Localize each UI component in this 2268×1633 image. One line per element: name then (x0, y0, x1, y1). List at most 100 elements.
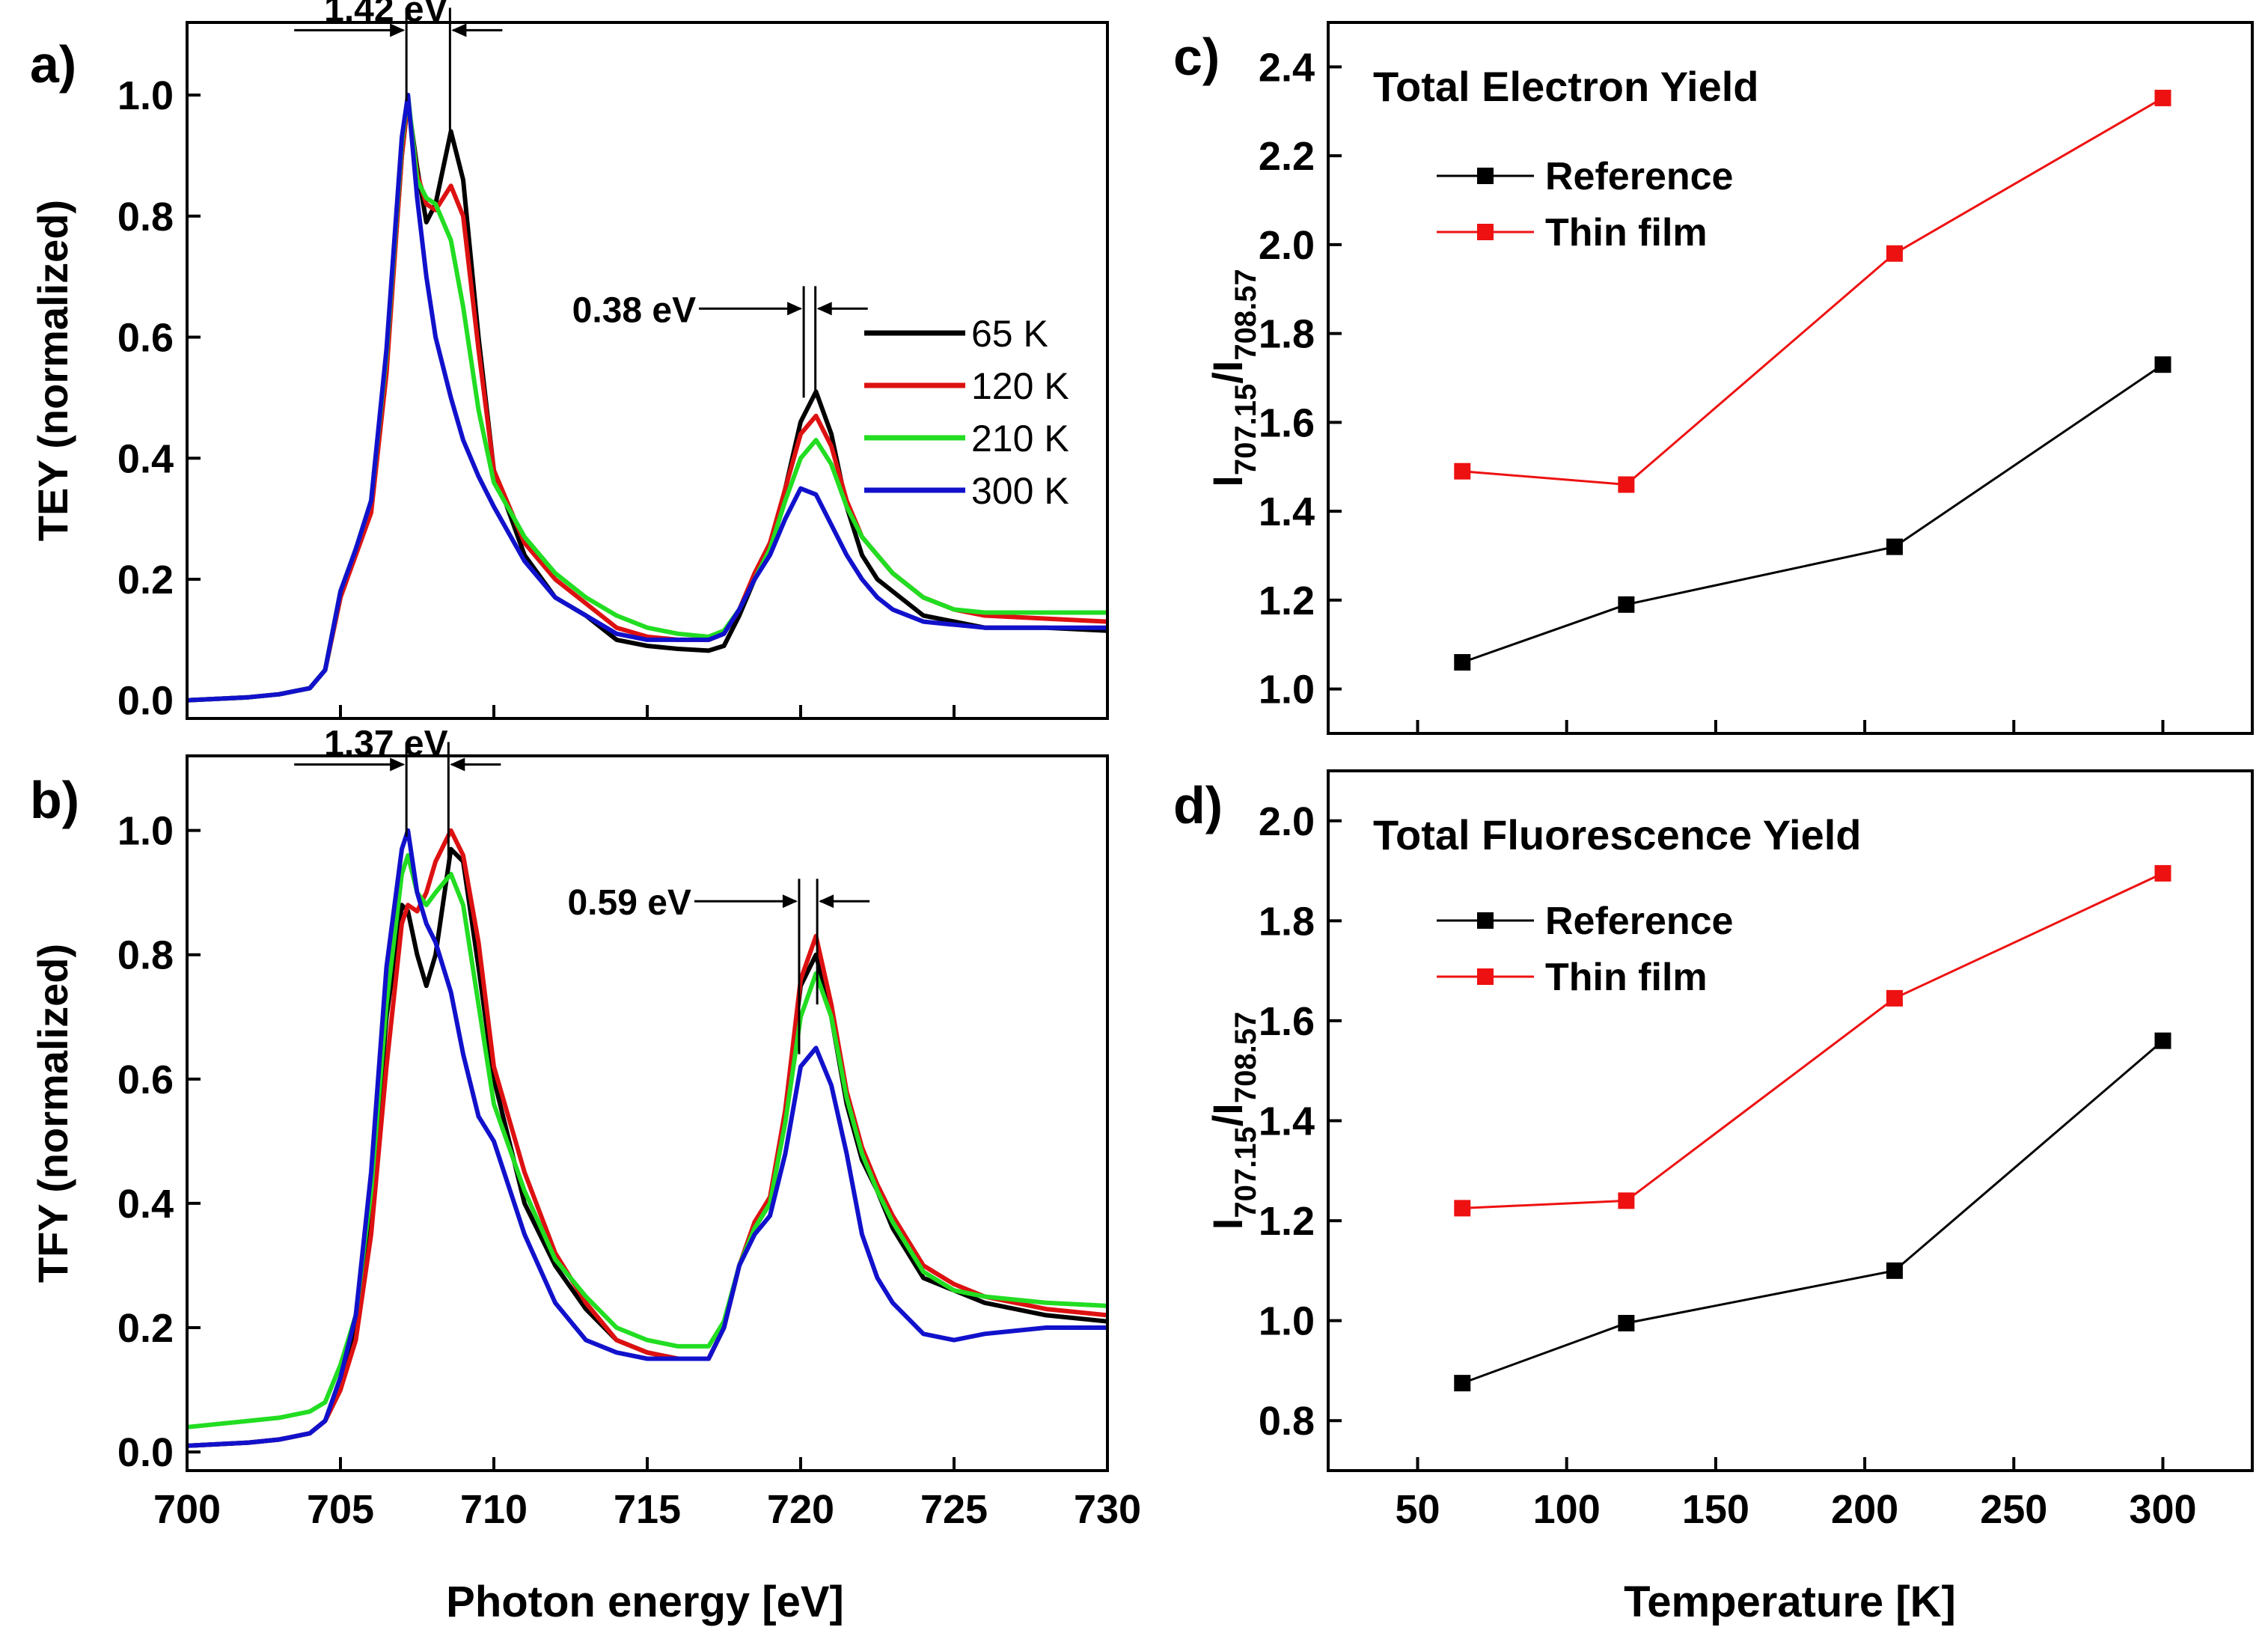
data-point-c-reference-3 (2154, 356, 2171, 373)
plot-frame-b (186, 754, 1109, 1472)
data-point-d-reference-3 (2154, 1032, 2171, 1049)
panel-title-d: Total Fluorescence Yield (1373, 811, 1862, 858)
panel-c-ratio-tey: c) 1.0 1.2 1.4 1.6 1.8 2.0 2.2 2.4 Reference Thi… (1173, 21, 2254, 735)
y-tick-label-a-2: 0.4 (117, 436, 174, 481)
annotation-label-a-0: 1.42 eV (324, 0, 447, 29)
y-axis-label-b: TFY (normalized) (29, 944, 76, 1283)
series-lines-a (186, 93, 1108, 703)
series-line-b-300k (186, 828, 1107, 1448)
y-tick-label-c-4: 1.8 (1259, 312, 1315, 357)
y-axis-label-d: I707.15/I708.57 (1204, 1012, 1262, 1230)
legend-label-d-1: Thin film (1545, 956, 1708, 999)
legend-swatch-marker-d-1 (1477, 968, 1494, 985)
legend-swatch-marker-d-0 (1477, 912, 1494, 929)
y-tick-label-d-6: 2.0 (1259, 799, 1315, 844)
data-point-c-thinfilm-0 (1454, 463, 1471, 480)
legend-d: Reference Thin film (1437, 900, 1733, 999)
y-tick-label-b-0: 0.0 (117, 1430, 174, 1475)
x-tick-label-d-1: 100 (1533, 1487, 1601, 1532)
panel-label-a: a) (30, 35, 76, 94)
series-line-c-thinfilm (1462, 97, 2164, 486)
x-axis-label-photon-energy: Photon energy [eV] (446, 1578, 844, 1626)
x-tick-label-b-4: 720 (767, 1487, 834, 1532)
panel-a-spectrum-tey: a) 0.0 0.2 0.4 0.6 0.8 1.0 1.42 eV 0.38 eV 65 … (29, 0, 1109, 724)
y-tick-label-c-2: 1.4 (1259, 489, 1315, 534)
data-point-c-thinfilm-3 (2154, 89, 2171, 106)
y-tick-label-b-2: 0.4 (117, 1182, 174, 1227)
data-point-d-reference-0 (1454, 1375, 1471, 1392)
x-tick-label-d-2: 150 (1682, 1487, 1749, 1532)
series-line-a-210k (186, 93, 1107, 703)
series-line-b-120k (186, 828, 1108, 1448)
panel-label-c: c) (1173, 28, 1220, 86)
y-tick-label-c-0: 1.0 (1259, 668, 1315, 712)
series-line-b-210k (186, 852, 1108, 1429)
series-lines-d (1454, 864, 2171, 1392)
series-line-b-65k (186, 846, 1108, 1448)
series-line-a-300k (186, 93, 1107, 703)
data-point-d-thinfilm-1 (1618, 1192, 1635, 1209)
legend-a: 65 K 120 K 210 K 300 K (864, 313, 1069, 512)
y-tick-label-b-1: 0.2 (117, 1306, 174, 1351)
annotation-arrowhead-left-b-1 (782, 894, 798, 909)
y-tick-label-d-1: 1.0 (1259, 1299, 1315, 1344)
data-point-c-reference-1 (1618, 596, 1635, 613)
plot-frame-d (1327, 769, 2254, 1472)
legend-label-120k: 120 K (971, 365, 1069, 407)
annotation-label-b-1: 0.59 eV (567, 883, 691, 923)
annotation-arrowhead-right-b-1 (819, 894, 834, 909)
panel-b-spectrum-tfy: b) 0.0 0.2 0.4 0.6 0.8 1.0 700 705 710 715 720 725… (29, 724, 1141, 1532)
y-ticks-c: 1.0 1.2 1.4 1.6 1.8 2.0 2.2 2.4 (1259, 45, 2165, 733)
y-ticks-b: 0.0 0.2 0.4 0.6 0.8 1.0 (117, 809, 201, 1475)
y-tick-label-d-4: 1.6 (1259, 999, 1315, 1044)
x-tick-label-b-5: 725 (920, 1487, 988, 1532)
ylabel-d-sub1: 707.15 (1229, 1126, 1262, 1218)
x-tick-label-b-2: 710 (460, 1487, 528, 1532)
x-tick-label-d-3: 200 (1831, 1487, 1898, 1532)
panel-label-d: d) (1173, 776, 1223, 834)
y-tick-label-c-6: 2.2 (1259, 134, 1315, 179)
ylabel-c-sep: /I (1204, 361, 1251, 384)
data-point-d-thinfilm-2 (1886, 989, 1903, 1007)
annotation-arrowhead-left-a-0 (390, 23, 406, 37)
panel-title-c: Total Electron Yield (1373, 63, 1759, 110)
ylabel-c-sub1: 707.15 (1229, 384, 1262, 475)
y-tick-label-a-4: 0.8 (117, 195, 174, 239)
annotation-label-b-0: 1.37 eV (324, 724, 447, 764)
ylabel-d-sep: /I (1204, 1103, 1251, 1126)
x-tick-label-d-0: 50 (1395, 1487, 1440, 1532)
y-tick-label-a-0: 0.0 (117, 679, 174, 724)
data-point-c-reference-2 (1886, 538, 1903, 555)
y-tick-label-b-3: 0.6 (117, 1057, 174, 1102)
panel-label-b: b) (30, 771, 79, 829)
legend-label-300k: 300 K (971, 470, 1069, 512)
annotation-arrowhead-left-a-1 (787, 302, 803, 316)
y-tick-label-d-2: 1.2 (1259, 1199, 1315, 1244)
annotation-arrowhead-right-b-0 (450, 757, 465, 772)
ylabel-d-main: I (1204, 1218, 1251, 1230)
legend-swatch-marker-c-0 (1477, 168, 1494, 184)
ylabel-c-main: I (1204, 475, 1251, 487)
x-tick-label-d-4: 250 (1980, 1487, 2047, 1532)
y-ticks-d: 0.8 1.0 1.2 1.4 1.6 1.8 2.0 (1259, 799, 1342, 1444)
annotation-arrowhead-right-a-1 (816, 302, 832, 316)
y-tick-label-d-5: 1.8 (1259, 899, 1315, 944)
y-tick-label-c-5: 2.0 (1259, 223, 1315, 268)
x-tick-label-b-3: 715 (614, 1487, 681, 1532)
y-tick-label-a-1: 0.2 (117, 558, 174, 602)
y-tick-label-d-3: 1.4 (1259, 1099, 1315, 1144)
data-point-c-thinfilm-2 (1886, 245, 1903, 262)
ylabel-c-sub2: 708.57 (1229, 269, 1262, 360)
y-tick-label-c-1: 1.2 (1259, 579, 1315, 623)
y-ticks-a: 0.0 0.2 0.4 0.6 0.8 1.0 (117, 73, 1109, 724)
x-tick-label-d-5: 300 (2129, 1487, 2196, 1532)
x-ticks-d: 50 100 150 200 250 300 (1395, 1457, 2197, 1532)
y-axis-label-a: TEY (normalized) (29, 200, 76, 541)
y-tick-label-a-3: 0.6 (117, 316, 174, 361)
series-lines-b (186, 828, 1108, 1448)
y-tick-label-b-5: 1.0 (117, 809, 174, 854)
series-line-d-reference (1461, 1040, 2164, 1385)
legend-swatch-marker-c-1 (1477, 224, 1494, 240)
legend-label-d-0: Reference (1545, 900, 1733, 943)
legend-label-c-1: Thin film (1545, 211, 1708, 254)
